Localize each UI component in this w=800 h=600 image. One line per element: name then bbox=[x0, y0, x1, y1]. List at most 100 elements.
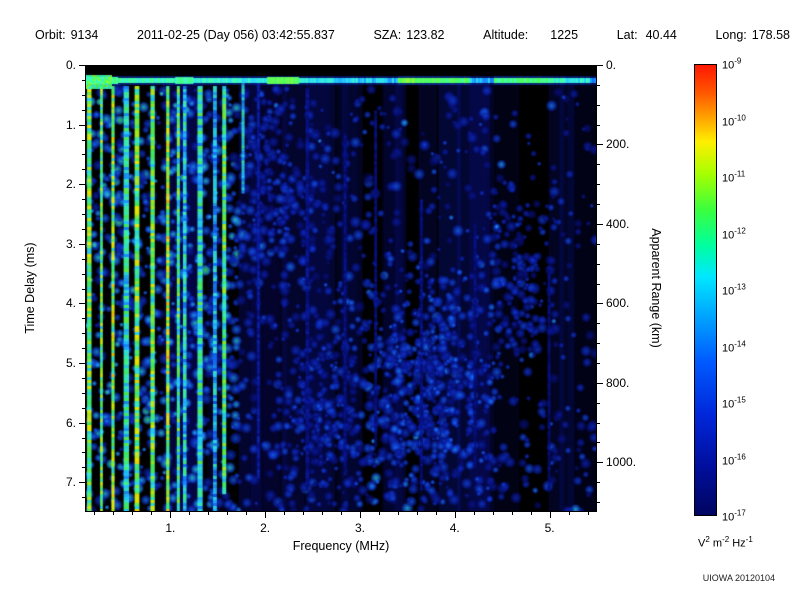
y-tick-label-left: 7. bbox=[65, 475, 76, 490]
y-minor-tick-left bbox=[82, 214, 85, 215]
y-tick-right bbox=[597, 144, 603, 146]
x-tick-label: 5. bbox=[544, 521, 555, 535]
y-tick-label-left: 5. bbox=[65, 356, 76, 370]
y-minor-tick-right bbox=[597, 283, 600, 285]
x-minor-tick bbox=[435, 512, 437, 515]
orbit-value: 9134 bbox=[70, 28, 99, 42]
colorbar-unit-label: V2 m-2 Hz-1 bbox=[698, 535, 753, 550]
y-axis-label-right: Apparent Range (km) bbox=[649, 228, 663, 348]
y-tick-left bbox=[79, 363, 85, 364]
y-minor-tick-right bbox=[597, 442, 600, 444]
x-tick bbox=[265, 512, 267, 518]
colorbar-tick-label: 10-9 bbox=[722, 57, 741, 72]
colorbar-tick-mantissa: 10 bbox=[722, 454, 735, 467]
colorbar-tick-mantissa: 10 bbox=[722, 59, 735, 72]
spectrogram-canvas bbox=[86, 66, 596, 511]
y-minor-tick-right bbox=[597, 184, 600, 186]
colorbar-tick-label: 10-16 bbox=[722, 452, 746, 467]
x-minor-tick bbox=[397, 512, 399, 515]
x-tick-label: 1. bbox=[165, 521, 176, 535]
sza-field: SZA: 123.82 bbox=[373, 28, 444, 42]
colorbar-tick-label: 10-17 bbox=[722, 509, 746, 524]
altitude-value: 1225 bbox=[550, 28, 579, 42]
long-value: 178.58 bbox=[751, 28, 790, 42]
long-label: Long: bbox=[715, 28, 747, 42]
x-minor-tick bbox=[284, 512, 286, 515]
unit-base: Hz bbox=[729, 537, 746, 550]
colorbar-tick-mantissa: 10 bbox=[722, 341, 735, 354]
y-minor-tick-left bbox=[82, 467, 85, 469]
x-tick bbox=[170, 512, 172, 518]
y-minor-tick-left bbox=[82, 79, 85, 81]
y-tick-label-right: 400. bbox=[606, 216, 630, 231]
y-tick-right bbox=[597, 303, 603, 305]
orbit-field: Orbit: 9134 bbox=[35, 28, 98, 42]
colorbar-tick-label: 10-11 bbox=[722, 170, 745, 185]
x-minor-tick bbox=[341, 512, 342, 515]
y-minor-tick-right bbox=[597, 343, 600, 345]
y-tick-label-left: 4. bbox=[65, 296, 76, 311]
colorbar-tick-mantissa: 10 bbox=[722, 172, 735, 185]
y-minor-tick-right bbox=[597, 243, 600, 245]
y-tick-label-right: 200. bbox=[606, 137, 630, 152]
lat-label: Lat: bbox=[616, 28, 638, 42]
y-minor-tick-left bbox=[82, 199, 85, 201]
y-minor-tick-left bbox=[82, 333, 85, 335]
lat-value: 40.44 bbox=[645, 28, 677, 42]
x-minor-tick bbox=[473, 512, 475, 515]
y-tick-label-left: 2. bbox=[65, 177, 76, 192]
y-tick-label-left: 1. bbox=[65, 117, 76, 132]
x-minor-tick bbox=[511, 512, 513, 515]
y-tick-label-right: 1000. bbox=[606, 455, 637, 470]
x-tick-label: 2. bbox=[260, 521, 271, 535]
colorbar-tick-mantissa: 10 bbox=[722, 228, 735, 241]
unit-exponent: -2 bbox=[722, 535, 730, 544]
x-minor-tick bbox=[151, 512, 153, 515]
y-minor-tick-left bbox=[82, 94, 85, 96]
x-minor-tick bbox=[587, 512, 589, 515]
spectrogram-plot bbox=[85, 65, 597, 512]
x-minor-tick bbox=[378, 512, 380, 515]
x-minor-tick bbox=[189, 512, 191, 515]
y-minor-tick-left bbox=[82, 139, 85, 141]
x-axis-label: Frequency (MHz) bbox=[292, 539, 390, 553]
colorbar-tick-exponent: -14 bbox=[734, 339, 746, 349]
y-tick-label-right: 0. bbox=[606, 58, 617, 72]
y-minor-tick-right bbox=[597, 204, 600, 206]
x-minor-tick bbox=[568, 512, 570, 515]
y-minor-tick-left bbox=[82, 407, 85, 409]
y-minor-tick-left bbox=[82, 273, 85, 275]
x-minor-tick bbox=[132, 512, 134, 515]
y-minor-tick-right bbox=[597, 164, 600, 166]
altitude-field: Altitude: 1225 bbox=[483, 28, 578, 42]
long-field: Long: 178.58 bbox=[715, 28, 790, 42]
y-tick-label-left: 3. bbox=[65, 236, 76, 251]
y-tick-left bbox=[79, 482, 85, 484]
colorbar-tick-exponent: -11 bbox=[734, 169, 746, 179]
unit-base: V bbox=[698, 537, 706, 550]
x-minor-tick bbox=[322, 512, 324, 515]
y-minor-tick-right bbox=[597, 84, 600, 86]
colorbar-tick-exponent: -13 bbox=[734, 282, 746, 292]
colorbar-tick-label: 10-15 bbox=[722, 396, 746, 411]
altitude-label: Altitude: bbox=[483, 28, 529, 42]
y-tick-left bbox=[79, 422, 85, 424]
x-tick bbox=[454, 512, 456, 518]
x-minor-tick bbox=[492, 512, 494, 515]
x-tick-label: 3. bbox=[354, 521, 365, 535]
datetime-field: 2011-02-25 (Day 056) 03:42:55.837 bbox=[137, 28, 335, 42]
x-tick-label: 4. bbox=[449, 521, 460, 535]
header-info: Orbit: 9134 2011-02-25 (Day 056) 03:42:55… bbox=[35, 28, 790, 42]
y-minor-tick-right bbox=[597, 422, 600, 424]
x-minor-tick bbox=[227, 512, 229, 515]
colorbar-tick-exponent: -16 bbox=[734, 452, 746, 462]
y-tick-label-left: 6. bbox=[65, 415, 76, 430]
colorbar-tick-label: 10-14 bbox=[722, 339, 746, 354]
y-tick-label-right: 600. bbox=[606, 296, 630, 311]
y-tick-left bbox=[79, 184, 85, 186]
x-minor-tick bbox=[246, 512, 248, 515]
x-minor-tick bbox=[208, 512, 210, 515]
colorbar-tick-label: 10-13 bbox=[722, 283, 746, 298]
y-minor-tick-left bbox=[82, 258, 85, 260]
